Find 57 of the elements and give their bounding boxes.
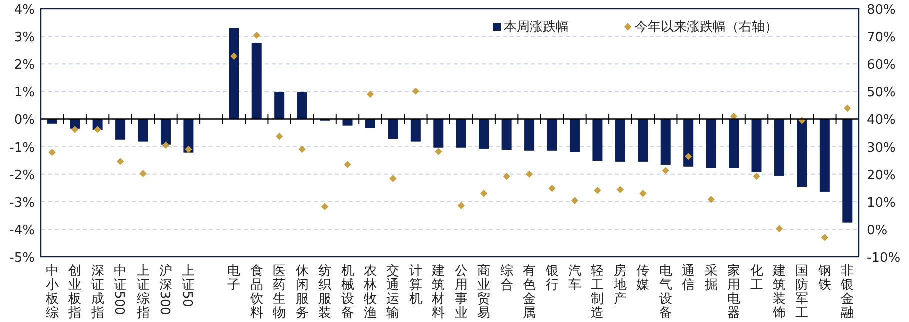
x-tick-label: 医药生物	[273, 264, 286, 321]
x-tick-label: 国防军工	[796, 264, 809, 321]
y2-tick-label: -10%	[867, 251, 901, 266]
y2-tick-label: 20%	[867, 168, 896, 184]
x-tick-label: 银行	[544, 264, 559, 293]
y-tick-label: 0%	[14, 113, 35, 128]
y-tick-label: -4%	[10, 223, 35, 238]
y-tick-label: -5%	[10, 251, 35, 266]
y-tick-label: -2%	[10, 168, 35, 184]
y2-tick-label: 70%	[867, 30, 896, 46]
y2-tick-label: 0%	[867, 223, 888, 238]
x-tick-label: 纺织服装	[318, 264, 332, 321]
x-tick-label: 休闲服务	[296, 264, 309, 321]
y2-tick-label: 40%	[867, 113, 896, 128]
x-tick-label: 计算机	[409, 264, 422, 307]
y2-tick-label: 30%	[867, 140, 896, 156]
x-tick-label: 钢铁	[817, 264, 832, 293]
x-tick-label: 通信	[682, 264, 696, 293]
legend-label: 本周涨跌幅	[504, 20, 569, 35]
x-tick-label: 建筑材料	[431, 264, 446, 321]
x-tick-label: 汽车	[568, 264, 582, 293]
x-tick-label: 商业贸易	[478, 264, 491, 321]
x-tick-label: 传媒	[636, 264, 650, 293]
x-tick-label: 中证500	[112, 264, 128, 316]
x-tick-label: 化工	[750, 264, 764, 293]
y-tick-label: -3%	[10, 196, 35, 211]
y-tick-label: -1%	[10, 140, 35, 156]
y-tick-label: 2%	[14, 58, 35, 74]
x-tick-label: 家用电器	[728, 263, 741, 321]
x-tick-label: 公用事业	[454, 264, 468, 321]
x-tick-label: 农林牧渔	[362, 264, 377, 321]
x-tick-label: 轻工制造	[591, 264, 604, 321]
x-tick-label: 上证综指	[136, 264, 150, 321]
x-tick-label: 采掘	[704, 264, 718, 293]
x-tick-label: 深证成指	[90, 264, 104, 321]
y-tick-label: 1%	[14, 86, 35, 101]
legend-label: 今年以来涨跌幅（右轴）	[635, 20, 778, 35]
x-tick-label: 机械设备	[341, 264, 354, 321]
x-tick-label: 建筑装饰	[772, 264, 786, 321]
x-tick-label: 中小板综	[44, 264, 59, 321]
y2-tick-label: 80%	[867, 3, 896, 18]
x-tick-label: 房地产	[612, 263, 627, 307]
x-tick-label: 食品饮料	[249, 264, 264, 321]
y2-tick-label: 10%	[867, 196, 896, 211]
y-tick-label: 3%	[14, 30, 35, 46]
y2-tick-label: 50%	[867, 86, 896, 101]
x-tick-label: 电子	[228, 264, 241, 293]
x-tick-label: 交通运输	[386, 263, 400, 321]
x-tick-label: 上证50	[180, 264, 196, 308]
x-tick-label: 有色金属	[523, 264, 536, 321]
x-tick-label: 沪深300	[156, 263, 172, 316]
x-tick-label: 创业板指	[68, 264, 82, 321]
y2-tick-label: 60%	[867, 58, 896, 74]
y-tick-label: 4%	[14, 3, 35, 18]
x-tick-label: 非银金融	[840, 264, 854, 321]
x-tick-label: 电气设备	[659, 264, 672, 321]
x-tick-label: 综合	[500, 264, 514, 293]
